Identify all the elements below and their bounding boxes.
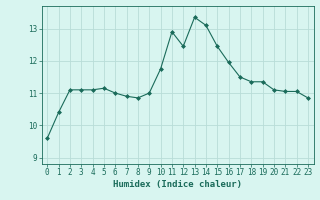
X-axis label: Humidex (Indice chaleur): Humidex (Indice chaleur) xyxy=(113,180,242,189)
